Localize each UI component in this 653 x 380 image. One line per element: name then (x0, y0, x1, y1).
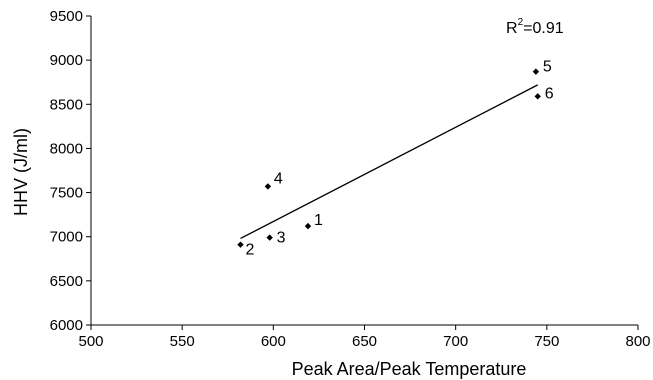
y-tick-label: 7500 (50, 185, 83, 202)
y-axis: 6000 6500 7000 7500 8000 8500 9000 9500 (50, 8, 92, 334)
r-squared-value: =0.91 (523, 20, 564, 37)
r-squared-superscript: 2 (518, 17, 524, 28)
x-tick-label: 600 (261, 333, 286, 350)
point-label: 3 (277, 230, 286, 247)
r-squared-annotation: R2=0.91 (506, 17, 564, 37)
data-points: 1 2 3 4 5 6 (237, 59, 554, 259)
point-label: 1 (314, 212, 323, 229)
y-tick-label: 8000 (50, 140, 83, 157)
data-point (532, 68, 540, 75)
point-label: 6 (545, 85, 554, 102)
point-label: 2 (246, 242, 255, 259)
x-tick-label: 800 (625, 333, 650, 350)
y-tick-label: 9000 (50, 52, 83, 69)
x-tick-label: 550 (170, 333, 195, 350)
data-point (266, 234, 273, 241)
r-squared-symbol: R (506, 20, 518, 37)
y-axis-title: HHV (J/ml) (11, 128, 31, 216)
data-point (237, 241, 244, 248)
x-tick-label: 650 (352, 333, 377, 350)
y-tick-label: 7000 (50, 229, 83, 246)
fit-line-group (240, 84, 539, 240)
data-point (264, 183, 272, 190)
x-axis: 500 550 600 650 700 750 800 (78, 324, 651, 350)
point-label: 5 (543, 59, 552, 76)
x-tick-label: 500 (78, 333, 103, 350)
point-label: 4 (274, 170, 283, 187)
y-tick-label: 9500 (50, 8, 83, 25)
trend-line (240, 84, 539, 240)
y-tick-label: 6500 (50, 273, 83, 290)
x-tick-label: 750 (534, 333, 559, 350)
y-tick-label: 6000 (50, 317, 83, 334)
y-tick-label: 8500 (50, 96, 83, 113)
data-point (304, 222, 312, 230)
x-axis-title: Peak Area/Peak Temperature (292, 359, 527, 379)
data-point (534, 93, 541, 100)
x-tick-label: 700 (443, 333, 468, 350)
